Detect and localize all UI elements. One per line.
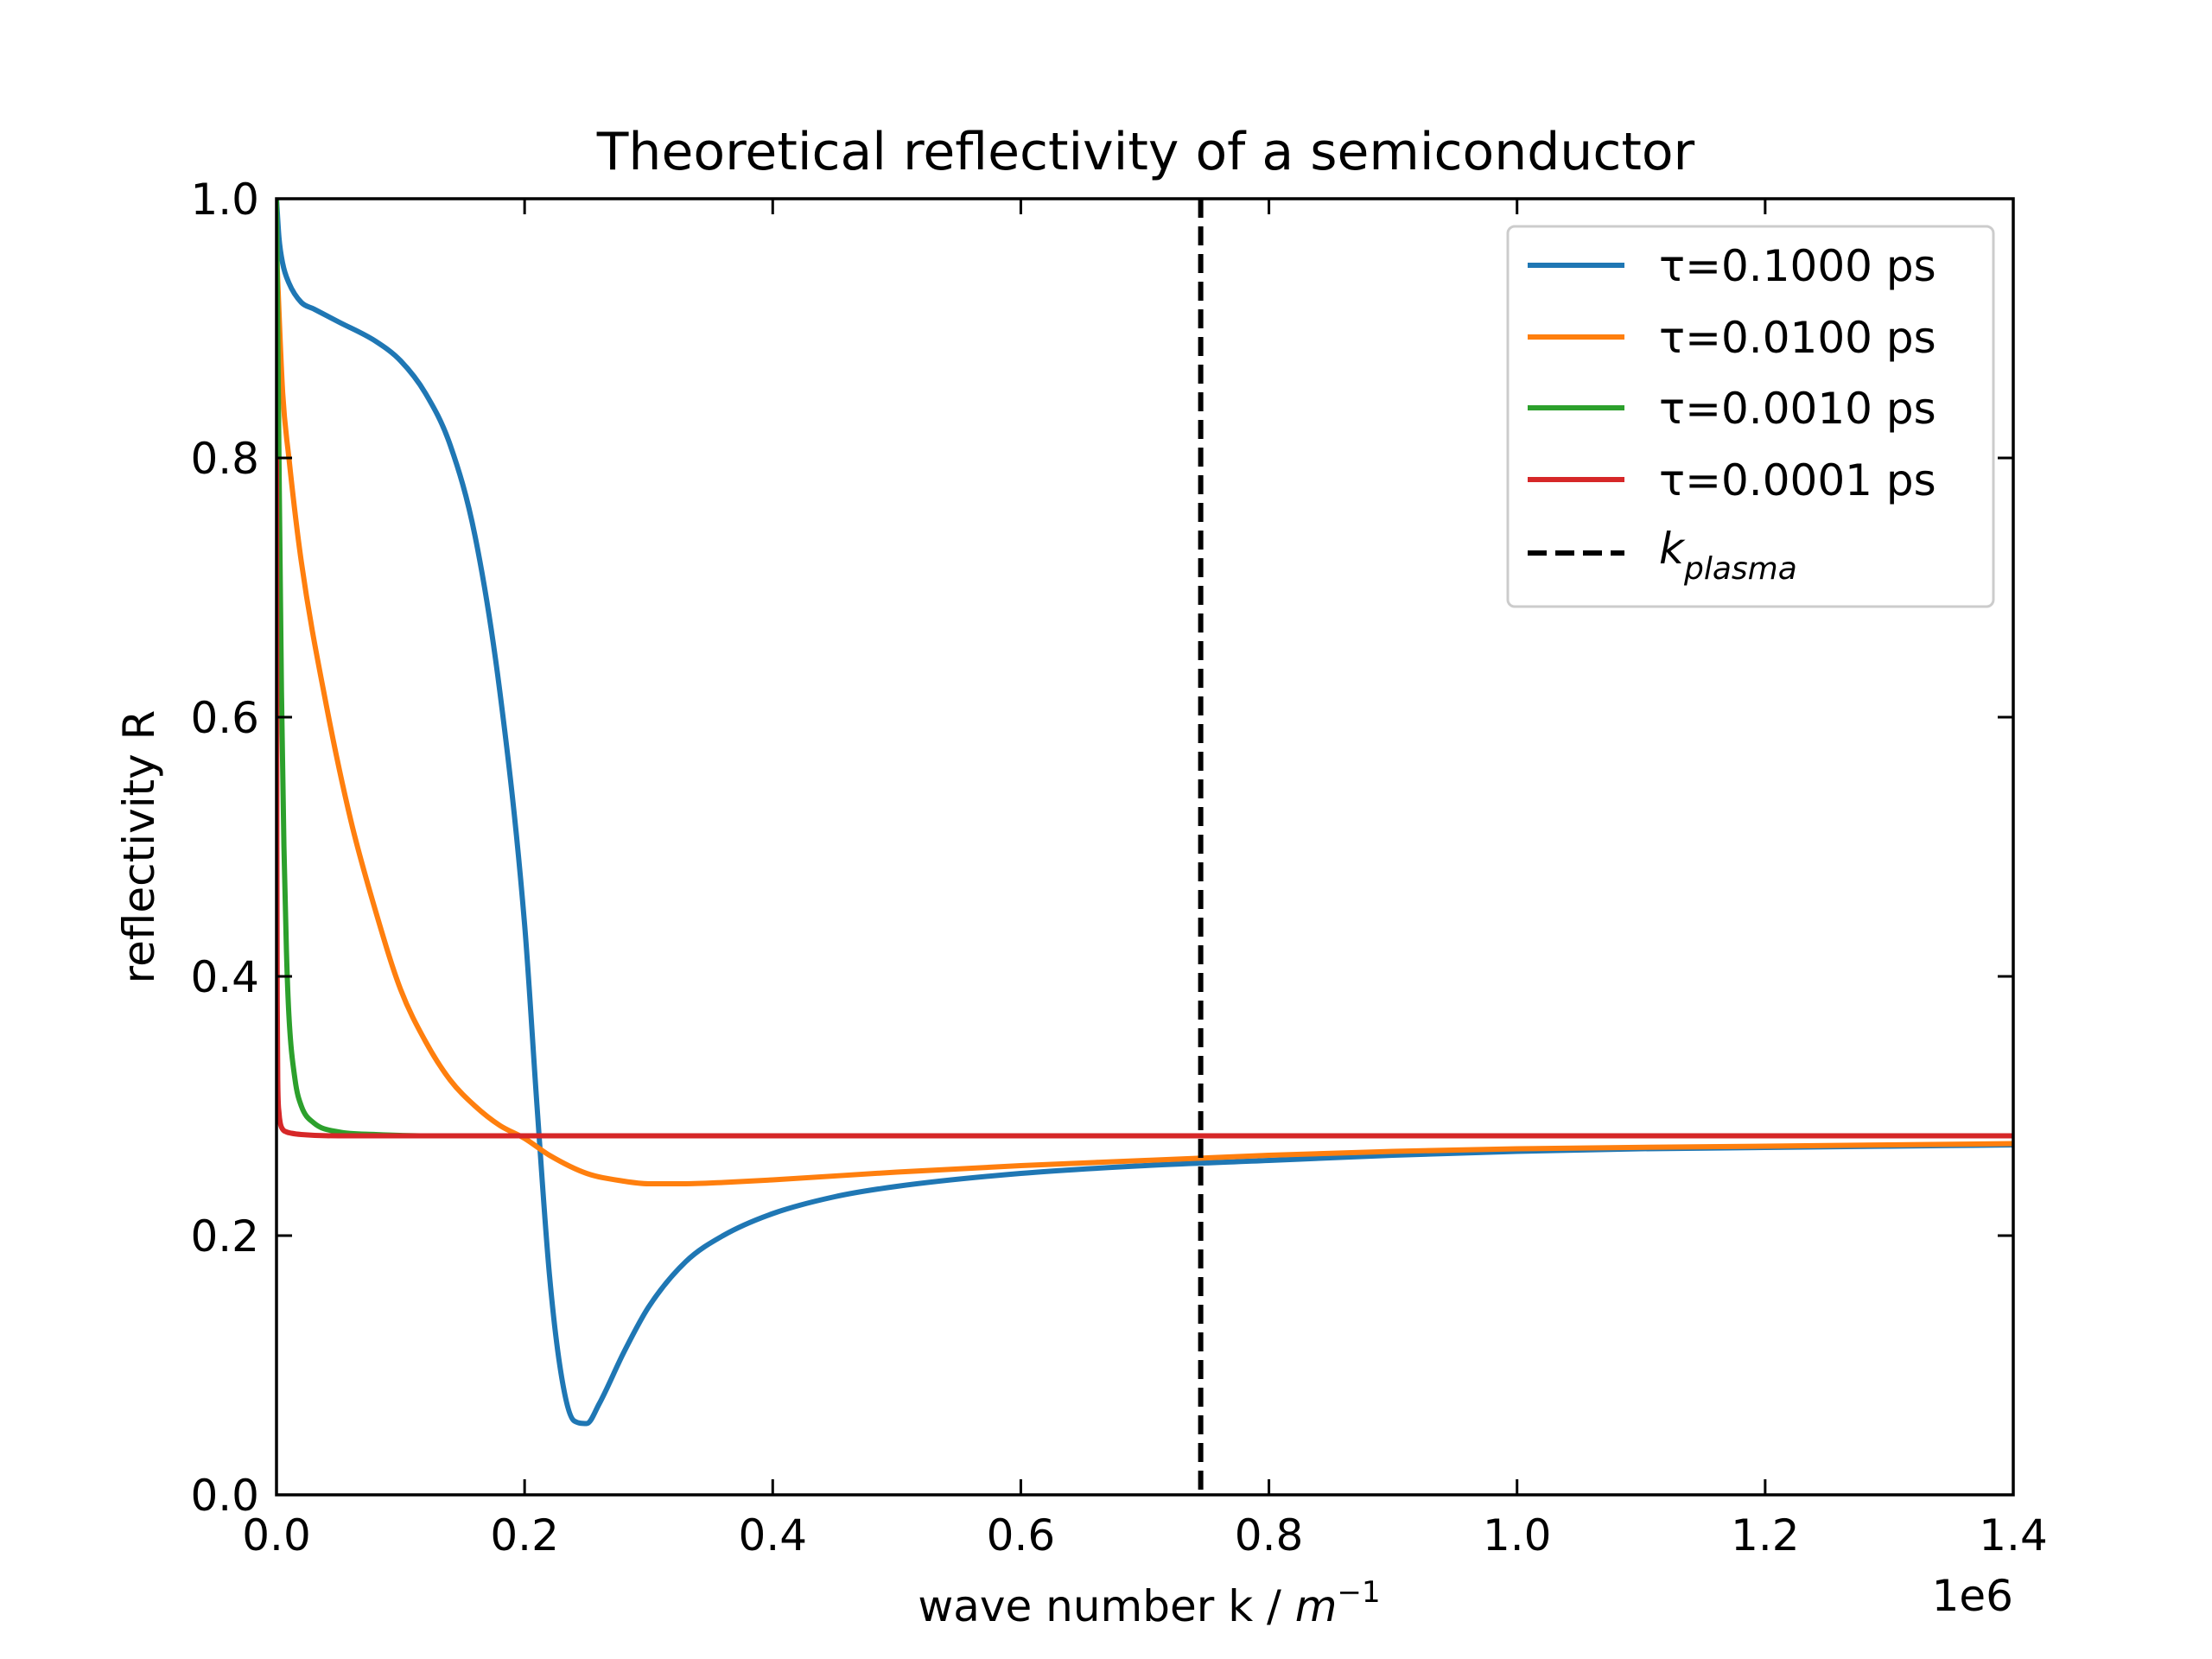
x-tick-label: 0.4	[739, 1510, 808, 1560]
series-line-1	[276, 199, 2013, 1427]
x-tick-label: 0.2	[490, 1510, 559, 1560]
x-tick-label: 1.2	[1731, 1510, 1800, 1560]
y-tick-label: 1.0	[190, 175, 259, 225]
y-tick-label: 0.0	[190, 1471, 259, 1521]
x-tick-label: 1.0	[1483, 1510, 1552, 1560]
y-tick-label: 0.4	[190, 952, 259, 1002]
plot-frame	[275, 197, 2015, 1497]
y-tick-label: 0.2	[190, 1211, 259, 1262]
legend-frame	[1506, 225, 1995, 608]
legend: τ=0.1000 ps τ=0.0100 ps τ=0.0010 ps τ=0.000…	[1506, 225, 1995, 608]
legend-label: τ=0.0001 ps	[1659, 455, 1936, 505]
legend-label: τ=0.0100 ps	[1659, 313, 1936, 363]
legend-label: τ=0.1000 ps	[1659, 241, 1936, 291]
x-axis-label: wave number k / m−1	[918, 1575, 1380, 1631]
x-axis-unit-base: m	[1295, 1581, 1338, 1631]
x-tick-label: 1.4	[1979, 1510, 2048, 1560]
x-offset-text: 1e6	[1932, 1571, 2013, 1621]
x-tick-label: 0.6	[987, 1510, 1056, 1560]
y-axis-label: reflectivity R	[114, 710, 164, 984]
y-tick-label: 0.6	[190, 693, 259, 743]
legend-label-plasma-sub: plasma	[1683, 551, 1797, 587]
x-tick-label: 0.8	[1235, 1510, 1304, 1560]
y-tick-label: 0.8	[190, 434, 259, 484]
chart-title: Theoretical reflectivity of a semiconduc…	[596, 122, 1695, 182]
legend-label-plasma-base: k	[1659, 524, 1686, 574]
legend-label-plasma: kplasma	[1659, 524, 1797, 587]
ticks-layer: 0.0 0.2 0.4 0.6 0.8 1.0 1.2 1.4 0.0 0.2 0.4 0.6 0.8 1…	[190, 175, 2047, 1560]
x-axis-unit-exp: −1	[1338, 1575, 1381, 1610]
x-tick-label: 0.0	[242, 1510, 311, 1560]
legend-label: τ=0.0010 ps	[1659, 384, 1936, 434]
series-line-2	[276, 250, 2013, 1186]
x-axis-label-text: wave number k /	[918, 1581, 1294, 1631]
